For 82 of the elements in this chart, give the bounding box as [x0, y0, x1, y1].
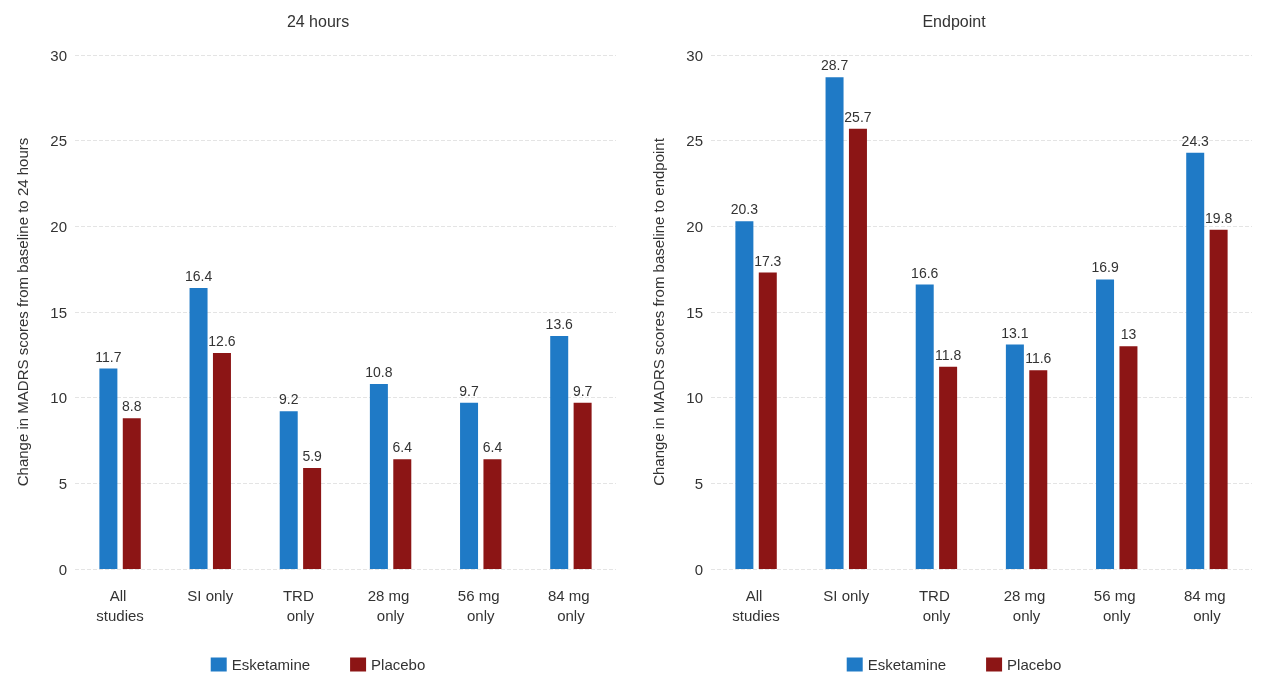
data-label: 5.9: [302, 447, 323, 464]
bar: [1005, 344, 1024, 569]
data-label: 24.3: [1181, 132, 1210, 149]
bar: [735, 221, 754, 569]
y-tick-label: 10: [686, 389, 703, 407]
bar: [573, 402, 592, 569]
y-tick-label: 15: [686, 303, 703, 321]
legend-label: Placebo: [371, 656, 426, 673]
y-tick-label: 5: [694, 474, 703, 492]
y-tick-label: 0: [58, 560, 67, 578]
data-label: 12.6: [208, 333, 236, 350]
data-label: 9.2: [278, 391, 299, 408]
chart-title: Endpoint: [922, 12, 987, 30]
x-tick-label: 84 mg only: [547, 586, 594, 624]
y-tick-label: 5: [58, 474, 67, 492]
x-tick-label: All studies: [96, 586, 144, 624]
legend-label: Esketamine: [231, 656, 311, 673]
x-tick-label: 28 mg only: [367, 586, 414, 624]
data-label: 11.7: [95, 348, 122, 365]
bar: [279, 411, 298, 569]
data-label: 11.6: [1025, 350, 1052, 367]
data-label: 8.8: [122, 398, 142, 415]
data-label: 6.4: [482, 439, 503, 456]
bar: [848, 128, 867, 569]
data-label: 20.3: [730, 201, 759, 218]
data-label: 28.7: [820, 57, 849, 74]
x-tick-label: 56 mg only: [457, 586, 504, 624]
data-label: 13.1: [1001, 324, 1029, 341]
data-label: 13: [1120, 326, 1137, 343]
chart-title: 24 hours: [286, 12, 350, 30]
bar: [303, 467, 322, 569]
y-axis-title: Change in MADRS scores from baseline to endpoint: [650, 137, 667, 486]
bar: [825, 77, 844, 569]
bar: [460, 402, 479, 569]
x-tick-label: SI only: [823, 586, 870, 604]
bar: [758, 272, 777, 569]
data-label: 17.3: [754, 252, 782, 269]
data-label: 19.8: [1204, 209, 1233, 226]
data-label: 25.7: [844, 108, 872, 125]
x-tick-label: 28 mg only: [1003, 586, 1050, 624]
data-label: 11.8: [935, 346, 962, 363]
y-tick-label: 10: [50, 389, 67, 407]
bar: [939, 366, 958, 569]
legend-label: Placebo: [1007, 656, 1062, 673]
bar: [915, 284, 934, 569]
x-tick-label: 56 mg only: [1093, 586, 1140, 624]
bar: [1096, 279, 1115, 569]
bar: [1209, 229, 1228, 569]
x-tick-label: 84 mg only: [1183, 586, 1230, 624]
data-label: 16.4: [184, 268, 213, 285]
bar: [393, 459, 412, 569]
x-tick-label: TRD only: [918, 586, 954, 624]
x-tick-label: TRD only: [282, 586, 318, 624]
y-tick-label: 20: [686, 217, 703, 235]
bar: [550, 335, 569, 569]
data-label: 9.7: [459, 382, 479, 399]
y-tick-label: 15: [50, 303, 67, 321]
y-tick-label: 25: [686, 132, 703, 150]
data-label: 16.6: [911, 264, 939, 281]
x-tick-label: All studies: [732, 586, 780, 624]
bar: [483, 459, 502, 569]
y-tick-label: 30: [686, 46, 703, 64]
data-label: 16.9: [1091, 259, 1119, 276]
data-label: 10.8: [365, 363, 393, 380]
data-label: 13.6: [545, 315, 574, 332]
y-tick-label: 25: [50, 132, 67, 150]
data-label: 6.4: [392, 439, 413, 456]
y-axis-title: Change in MADRS scores from baseline to 24 hours: [14, 137, 31, 487]
bar: [99, 368, 118, 569]
x-tick-label: SI only: [187, 586, 234, 604]
y-tick-label: 20: [50, 217, 67, 235]
y-tick-label: 30: [50, 46, 67, 64]
bar: [1186, 152, 1205, 569]
bar: [1029, 370, 1048, 569]
bar: [122, 418, 141, 569]
bar: [189, 288, 208, 569]
bar: [369, 383, 388, 569]
legend-label: Esketamine: [867, 656, 947, 673]
bar: [212, 353, 231, 569]
bar: [1119, 346, 1138, 569]
data-label: 9.7: [572, 382, 593, 399]
y-tick-label: 0: [694, 560, 703, 578]
